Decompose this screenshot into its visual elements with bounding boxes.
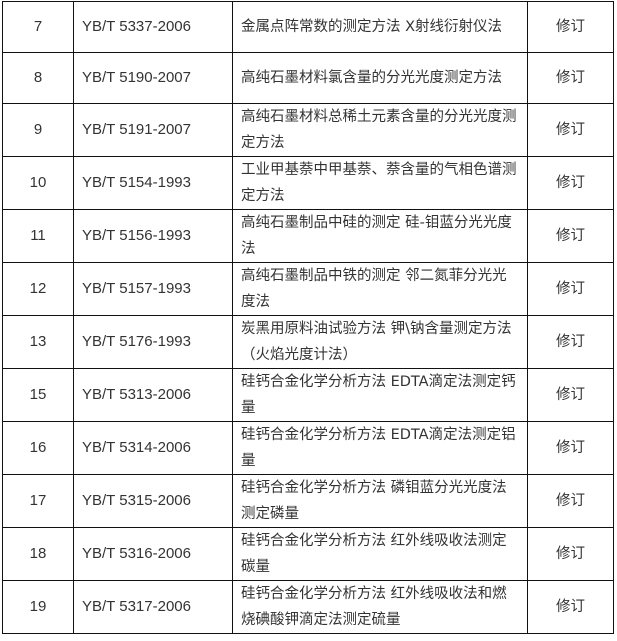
standard-name: 高纯石墨材料总稀土元素含量的分光光度测定方法 — [232, 103, 528, 157]
row-number: 19 — [2, 580, 74, 634]
row-number: 13 — [2, 315, 74, 369]
table-row: 12 YB/T 5157-1993 高纯石墨制品中铁的测定 邻二氮菲分光光度法 修订 — [2, 262, 614, 316]
row-number: 16 — [2, 421, 74, 475]
revision-type: 修订 — [527, 103, 614, 157]
row-number: 15 — [2, 368, 74, 422]
standard-name: 工业甲基萘中甲基萘、萘含量的气相色谱测定方法 — [232, 156, 528, 210]
row-number: 10 — [2, 156, 74, 210]
row-number: 7 — [2, 1, 74, 53]
table-row: 17 YB/T 5315-2006 硅钙合金化学分析方法 磷钼蓝分光光度法测定磷量修… — [2, 474, 614, 528]
standard-name: 硅钙合金化学分析方法 磷钼蓝分光光度法测定磷量 — [232, 474, 528, 528]
revision-type: 修订 — [527, 52, 614, 104]
row-number: 17 — [2, 474, 74, 528]
standard-name: 高纯石墨制品中铁的测定 邻二氮菲分光光度法 — [232, 262, 528, 316]
revision-type: 修订 — [527, 421, 614, 475]
table-row: 13 YB/T 5176-1993 炭黑用原料油试验方法 钾\钠含量测定方法（火焰光… — [2, 315, 614, 369]
standard-code: YB/T 5154-1993 — [73, 156, 233, 210]
revision-type: 修订 — [527, 580, 614, 634]
standard-code: YB/T 5157-1993 — [73, 262, 233, 316]
standard-name: 高纯石墨材料氯含量的分光光度测定方法 — [232, 52, 528, 104]
table-body: 7 YB/T 5337-2006 金属点阵常数的测定方法 X射线衍射仪法 修订 8 YB/… — [2, 1, 614, 634]
revision-type: 修订 — [527, 262, 614, 316]
table-row: 16 YB/T 5314-2006 硅钙合金化学分析方法 EDTA滴定法测定铝量 修订 — [2, 421, 614, 475]
standard-code: YB/T 5316-2006 — [73, 527, 233, 581]
table-row: 19 YB/T 5317-2006 硅钙合金化学分析方法 红外线吸收法和燃烧碘酸钾滴… — [2, 580, 614, 634]
revision-type: 修订 — [527, 368, 614, 422]
revision-type: 修订 — [527, 1, 614, 53]
standard-name: 炭黑用原料油试验方法 钾\钠含量测定方法（火焰光度计法） — [232, 315, 528, 369]
row-number: 11 — [2, 209, 74, 263]
standard-name: 金属点阵常数的测定方法 X射线衍射仪法 — [232, 1, 528, 53]
standard-name: 硅钙合金化学分析方法 红外线吸收法测定碳量 — [232, 527, 528, 581]
table-row: 9 YB/T 5191-2007 高纯石墨材料总稀土元素含量的分光光度测定方法 修订 — [2, 103, 614, 157]
table-row: 18 YB/T 5316-2006 硅钙合金化学分析方法 红外线吸收法测定碳量 修订 — [2, 527, 614, 581]
revision-type: 修订 — [527, 527, 614, 581]
standard-name: 硅钙合金化学分析方法 EDTA滴定法测定钙量 — [232, 368, 528, 422]
table-row: 8 YB/T 5190-2007 高纯石墨材料氯含量的分光光度测定方法 修订 — [2, 52, 614, 104]
revision-type: 修订 — [527, 156, 614, 210]
standard-code: YB/T 5337-2006 — [73, 1, 233, 53]
revision-type: 修订 — [527, 315, 614, 369]
standard-code: YB/T 5315-2006 — [73, 474, 233, 528]
standard-name: 高纯石墨制品中硅的测定 硅-钼蓝分光光度法 — [232, 209, 528, 263]
row-number: 9 — [2, 103, 74, 157]
table-row: 11 YB/T 5156-1993 高纯石墨制品中硅的测定 硅-钼蓝分光光度法 修订 — [2, 209, 614, 263]
standards-table: 7 YB/T 5337-2006 金属点阵常数的测定方法 X射线衍射仪法 修订 8 YB/… — [2, 1, 614, 634]
table-row: 15 YB/T 5313-2006 硅钙合金化学分析方法 EDTA滴定法测定钙量 修订 — [2, 368, 614, 422]
standard-code: YB/T 5190-2007 — [73, 52, 233, 104]
standard-code: YB/T 5317-2006 — [73, 580, 233, 634]
standard-code: YB/T 5191-2007 — [73, 103, 233, 157]
table-row: 7 YB/T 5337-2006 金属点阵常数的测定方法 X射线衍射仪法 修订 — [2, 1, 614, 53]
revision-type: 修订 — [527, 209, 614, 263]
row-number: 18 — [2, 527, 74, 581]
standard-name: 硅钙合金化学分析方法 红外线吸收法和燃烧碘酸钾滴定法测定硫量 — [232, 580, 528, 634]
standard-code: YB/T 5314-2006 — [73, 421, 233, 475]
row-number: 8 — [2, 52, 74, 104]
revision-type: 修订 — [527, 474, 614, 528]
table-row: 10 YB/T 5154-1993 工业甲基萘中甲基萘、萘含量的气相色谱测定方法 修订 — [2, 156, 614, 210]
standard-code: YB/T 5156-1993 — [73, 209, 233, 263]
standard-code: YB/T 5313-2006 — [73, 368, 233, 422]
standard-code: YB/T 5176-1993 — [73, 315, 233, 369]
standard-name: 硅钙合金化学分析方法 EDTA滴定法测定铝量 — [232, 421, 528, 475]
row-number: 12 — [2, 262, 74, 316]
